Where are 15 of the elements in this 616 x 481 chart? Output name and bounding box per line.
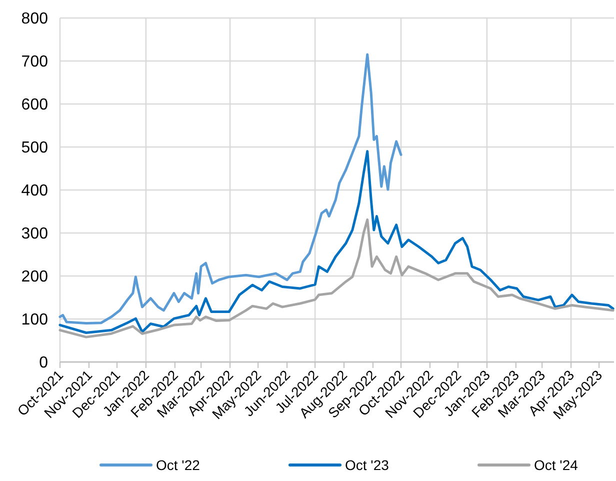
y-tick-label: 800 [21,10,48,28]
y-tick-label: 200 [21,268,48,286]
y-tick-label: 100 [21,312,48,329]
legend-label: Oct '22 [156,456,200,473]
y-tick-label: 400 [21,182,48,200]
line-series [58,150,614,334]
legend-label: Oct '24 [534,456,578,473]
y-tick-label: 0 [39,354,48,372]
line-series [58,218,614,338]
legend-label: Oct '23 [345,456,390,473]
y-tick-label: 600 [21,96,48,114]
y-tick-label: 300 [21,226,48,243]
y-tick-label: 700 [21,54,48,71]
y-tick-label: 500 [21,140,48,157]
line-series [58,53,402,325]
